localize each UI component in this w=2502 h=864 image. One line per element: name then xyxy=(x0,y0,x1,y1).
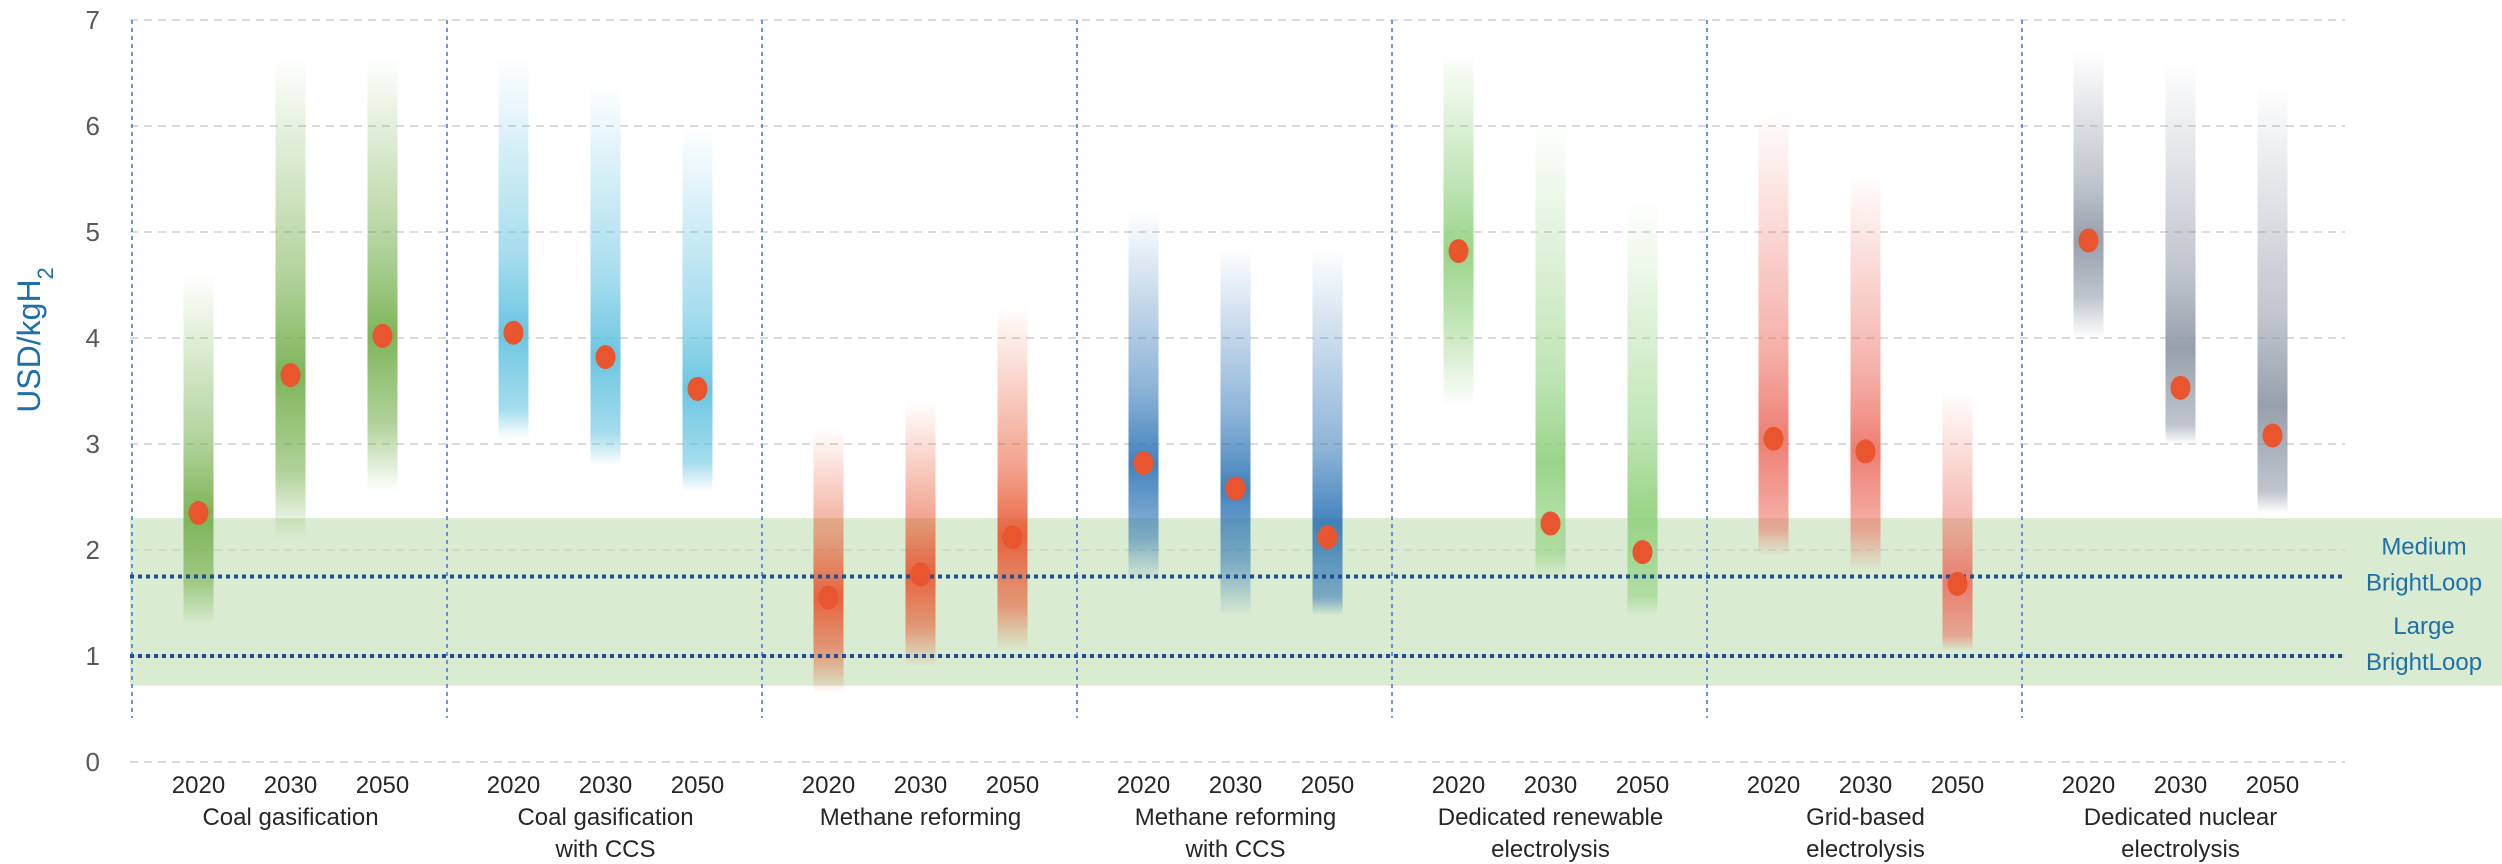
range-bar xyxy=(590,83,621,466)
data-point xyxy=(2078,228,2099,253)
range-bar xyxy=(275,57,306,540)
category-label: with CCS xyxy=(1184,836,1285,863)
year-label: 2030 xyxy=(1524,772,1577,799)
category-label: electrolysis xyxy=(1491,836,1610,863)
year-label: 2020 xyxy=(487,772,540,799)
year-label: 2020 xyxy=(1432,772,1485,799)
year-label: 2020 xyxy=(1747,772,1800,799)
data-point xyxy=(1855,439,1876,464)
range-bar xyxy=(1443,51,1474,407)
data-point xyxy=(2170,375,2191,400)
y-tick-label: 4 xyxy=(86,323,100,353)
range-bar xyxy=(1220,247,1251,616)
range-bar xyxy=(1758,110,1789,556)
range-bar xyxy=(1312,247,1343,616)
range-bar xyxy=(1850,173,1881,572)
y-tick-label: 6 xyxy=(86,111,100,141)
reference-label: BrightLoop xyxy=(2366,649,2482,676)
year-label: 2030 xyxy=(1839,772,1892,799)
data-point xyxy=(1448,239,1469,264)
year-label: 2050 xyxy=(2246,772,2299,799)
data-point xyxy=(1947,571,1968,596)
range-bar xyxy=(1128,210,1159,582)
data-point xyxy=(1133,451,1154,476)
year-label: 2020 xyxy=(2062,772,2115,799)
data-point xyxy=(818,585,839,610)
y-tick-label: 2 xyxy=(86,535,100,565)
range-bar xyxy=(1942,391,1973,651)
category-label: Dedicated renewable xyxy=(1438,804,1663,831)
y-tick-label: 3 xyxy=(86,429,100,459)
year-label: 2030 xyxy=(264,772,317,799)
range-bar xyxy=(997,306,1028,651)
data-point xyxy=(910,562,931,587)
year-label: 2030 xyxy=(2154,772,2207,799)
y-tick-label: 5 xyxy=(86,217,100,247)
range-bar xyxy=(1535,120,1566,577)
category-label: Coal gasification xyxy=(517,804,693,831)
category-label: Grid-based xyxy=(1806,804,1925,831)
data-point xyxy=(1002,525,1023,550)
data-point xyxy=(687,376,708,401)
category-label: Methane reforming xyxy=(1135,804,1336,831)
year-label: 2050 xyxy=(671,772,724,799)
data-point xyxy=(372,323,393,348)
reference-label: Large xyxy=(2393,613,2454,640)
year-label: 2050 xyxy=(1301,772,1354,799)
range-bar xyxy=(682,126,713,492)
year-label: 2020 xyxy=(802,772,855,799)
range-bar xyxy=(498,57,529,439)
y-tick-label: 0 xyxy=(86,747,100,777)
range-bar xyxy=(2257,83,2288,513)
data-point xyxy=(1225,476,1246,501)
year-label: 2030 xyxy=(894,772,947,799)
range-bar xyxy=(2073,51,2104,339)
y-tick-label: 7 xyxy=(86,5,100,35)
year-label: 2050 xyxy=(1931,772,1984,799)
reference-label: Medium xyxy=(2381,534,2466,561)
year-label: 2050 xyxy=(356,772,409,799)
year-label: 2050 xyxy=(1616,772,1669,799)
category-label: electrolysis xyxy=(1806,836,1925,863)
year-label: 2020 xyxy=(172,772,225,799)
year-label: 2030 xyxy=(1209,772,1262,799)
data-point xyxy=(1540,511,1561,536)
data-point xyxy=(1317,525,1338,550)
y-axis-title: USD/kgH2 xyxy=(11,267,58,413)
data-point xyxy=(1632,540,1653,565)
data-point xyxy=(1763,426,1784,451)
data-point xyxy=(503,320,524,345)
year-label: 2020 xyxy=(1117,772,1170,799)
range-bar xyxy=(183,274,214,625)
y-tick-label: 1 xyxy=(86,641,100,671)
year-label: 2030 xyxy=(579,772,632,799)
range-bar xyxy=(813,428,844,694)
year-label: 2050 xyxy=(986,772,1039,799)
category-label: electrolysis xyxy=(2121,836,2240,863)
reference-label: BrightLoop xyxy=(2366,570,2482,597)
data-point xyxy=(280,363,301,388)
data-point xyxy=(188,500,209,525)
data-point xyxy=(2262,423,2283,448)
category-label: Coal gasification xyxy=(202,804,378,831)
category-label: with CCS xyxy=(554,836,655,863)
category-label: Methane reforming xyxy=(820,804,1021,831)
category-label: Dedicated nuclear xyxy=(2084,804,2277,831)
range-bar xyxy=(367,57,398,492)
range-bar xyxy=(905,401,936,667)
data-point xyxy=(595,345,616,370)
